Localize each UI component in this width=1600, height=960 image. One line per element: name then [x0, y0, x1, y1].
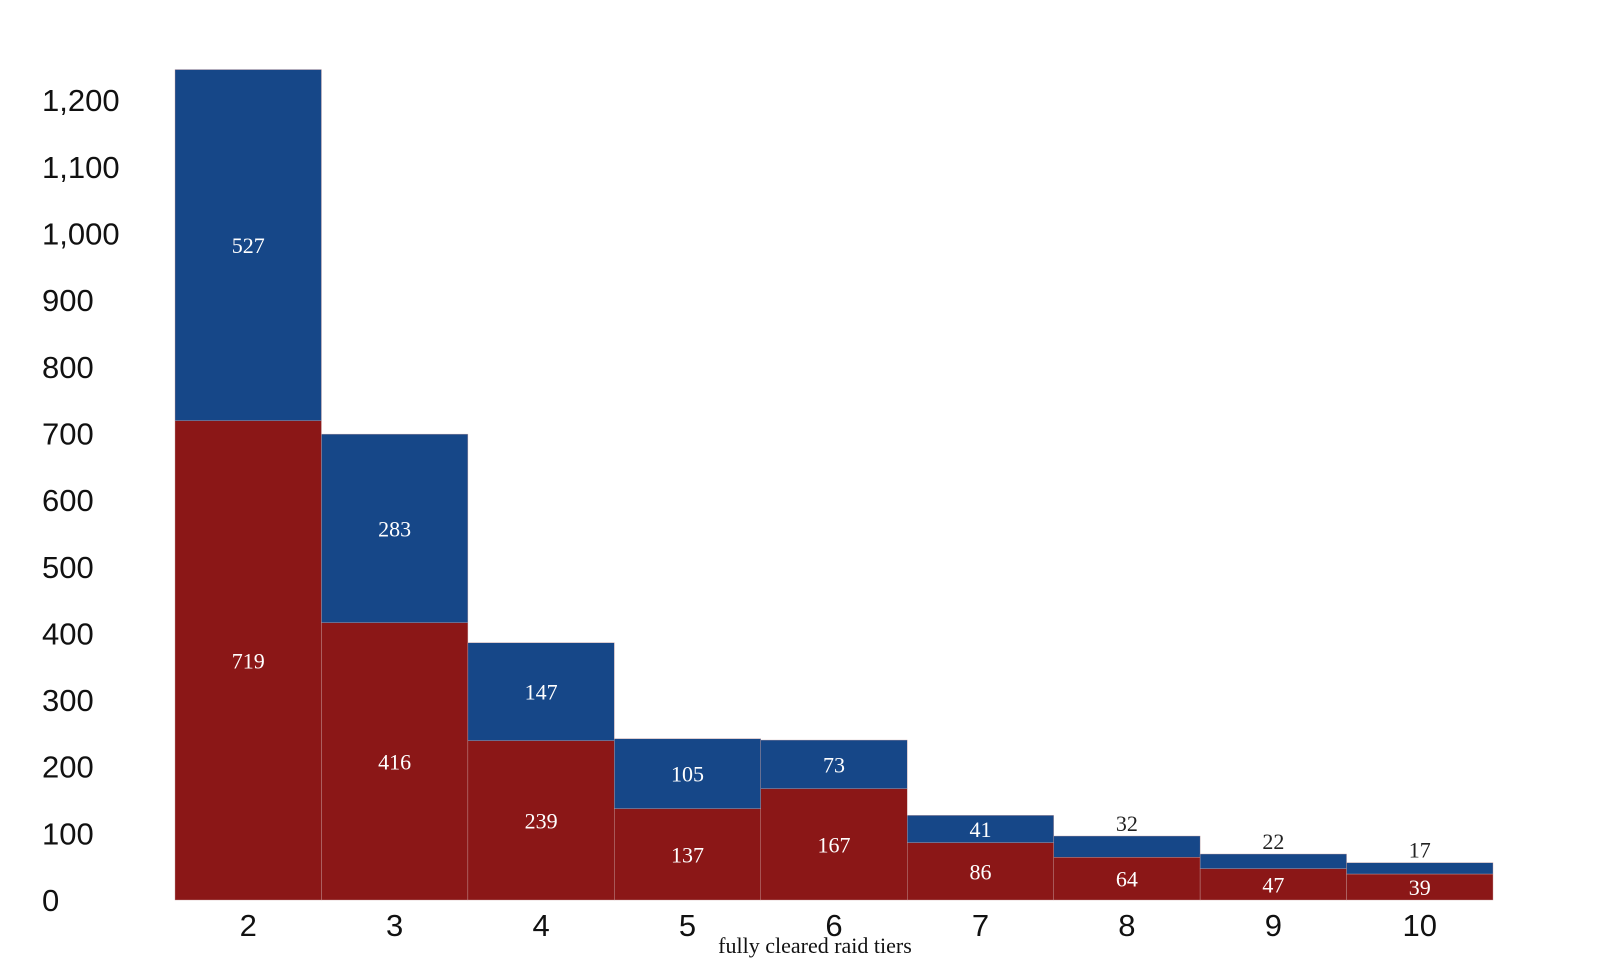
data-label: 73	[823, 752, 845, 777]
x-axis: 2 3 4 5 6 7 8 9 10	[240, 908, 1437, 943]
x-tick-label: 2	[240, 908, 257, 943]
data-label: 283	[378, 516, 411, 541]
y-tick-label: 1,000	[42, 217, 120, 252]
bar-segment	[174, 420, 322, 901]
bar-segment	[1053, 835, 1201, 858]
data-label: 47	[1262, 872, 1284, 897]
x-tick-label: 8	[1118, 908, 1135, 943]
x-tick-label: 5	[679, 908, 696, 943]
y-tick-label: 900	[42, 283, 94, 318]
y-tick-label: 400	[42, 616, 94, 651]
segment-labels: 719 527 416 283 239 147 137 105 167 73 86 41 64 32 47 2…	[232, 233, 1431, 900]
y-tick-label: 1,200	[42, 83, 120, 118]
data-label: 147	[525, 680, 558, 705]
y-tick-label: 200	[42, 750, 94, 785]
bar-segment	[467, 740, 615, 901]
x-tick-label: 9	[1265, 908, 1282, 943]
y-tick-label: 500	[42, 550, 94, 585]
x-tick-label: 6	[825, 908, 842, 943]
data-label: 527	[232, 233, 265, 258]
y-tick-label: 300	[42, 683, 94, 718]
y-tick-label: 100	[42, 816, 94, 851]
bar-segment	[1346, 873, 1494, 901]
data-label: 416	[378, 749, 411, 774]
data-label: 22	[1262, 829, 1284, 854]
data-label: 105	[671, 762, 704, 787]
data-label: 86	[969, 859, 991, 884]
y-tick-label: 600	[42, 483, 94, 518]
x-tick-label: 3	[386, 908, 403, 943]
x-tick-label: 4	[532, 908, 549, 943]
bar-segment	[614, 808, 761, 901]
data-label: 719	[232, 648, 265, 673]
bar-segment	[1346, 862, 1494, 875]
y-tick-label: 700	[42, 416, 94, 451]
data-label: 64	[1116, 867, 1138, 892]
x-tick-label: 10	[1403, 908, 1437, 943]
bar-segment	[760, 788, 908, 901]
y-axis: 0 100 200 300 400 500 600 700 800 900 1,000 1,100 1,…	[42, 83, 120, 918]
data-label: 17	[1409, 838, 1431, 863]
bar-segment	[1053, 857, 1201, 901]
bar-segment	[1199, 853, 1347, 869]
data-label: 39	[1409, 875, 1431, 900]
bar-segment	[174, 69, 322, 421]
x-tick-label: 7	[972, 908, 989, 943]
data-label: 239	[525, 808, 558, 833]
bar-segment	[760, 739, 908, 789]
y-tick-label: 1,100	[42, 150, 120, 185]
data-label: 137	[671, 842, 704, 867]
bar-segment	[321, 433, 469, 623]
y-tick-label: 800	[42, 350, 94, 385]
bar-segment	[1199, 868, 1347, 901]
data-label: 41	[969, 817, 991, 842]
data-label: 32	[1116, 811, 1138, 836]
y-tick-label: 0	[42, 883, 59, 918]
data-label: 167	[818, 832, 851, 857]
bars	[174, 69, 1494, 901]
bar-segment	[907, 815, 1054, 843]
bar-segment	[614, 738, 761, 809]
bar-segment	[467, 642, 615, 741]
x-axis-title: fully cleared raid tiers	[718, 933, 912, 958]
